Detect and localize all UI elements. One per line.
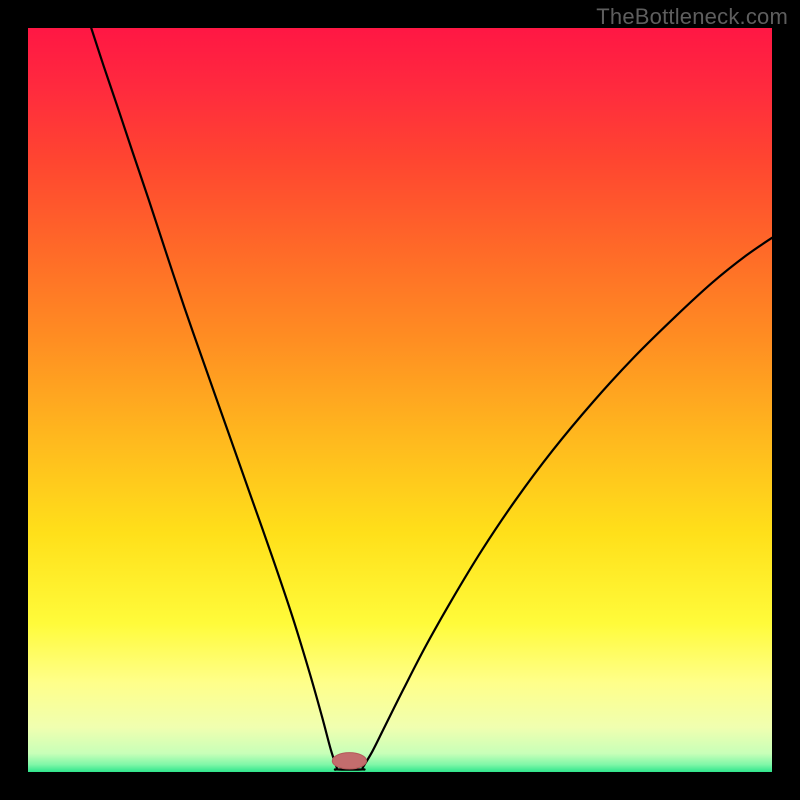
bottleneck-chart — [0, 0, 800, 800]
optimal-point-marker — [332, 753, 366, 769]
watermark-text: TheBottleneck.com — [596, 4, 788, 30]
chart-frame: TheBottleneck.com — [0, 0, 800, 800]
plot-area — [28, 28, 772, 772]
